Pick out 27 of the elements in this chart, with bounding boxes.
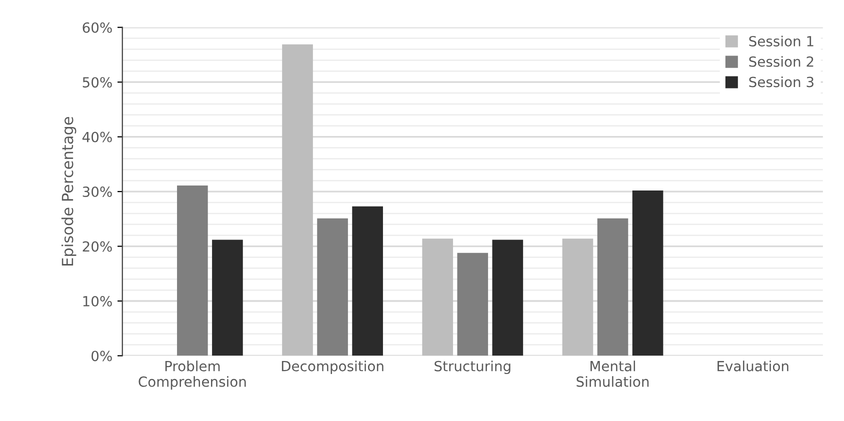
x-tick-label: Structuring bbox=[434, 360, 510, 374]
y-tick-label: 20% bbox=[82, 241, 112, 252]
x-tick-label: Problem Comprehension bbox=[138, 360, 246, 390]
y-tick-label: 60% bbox=[82, 22, 112, 33]
y-axis-title: Episode Percentage bbox=[61, 116, 76, 266]
bar bbox=[597, 218, 628, 356]
y-tick-label: 10% bbox=[83, 296, 112, 306]
bar bbox=[492, 240, 524, 356]
bar bbox=[562, 238, 594, 356]
bar bbox=[177, 186, 208, 356]
y-tick-label: 40% bbox=[82, 132, 112, 142]
bar bbox=[212, 240, 243, 356]
x-tick-label: Mental Simulation bbox=[576, 360, 649, 387]
legend-label: Session 1 bbox=[749, 36, 814, 46]
y-tick-label: 30% bbox=[82, 186, 112, 198]
y-tick-label: 0% bbox=[92, 350, 112, 362]
bar bbox=[282, 44, 313, 356]
x-tick-label: Evaluation bbox=[718, 360, 788, 372]
bar bbox=[632, 190, 664, 356]
bar bbox=[352, 206, 383, 356]
legend-label: Session 2 bbox=[749, 56, 814, 67]
bar bbox=[422, 238, 454, 356]
bar bbox=[457, 252, 488, 356]
x-tick-label: Decomposition bbox=[282, 360, 384, 374]
legend-label: Session 3 bbox=[749, 76, 814, 88]
y-tick-label: 50% bbox=[82, 77, 112, 88]
bar bbox=[317, 218, 348, 356]
